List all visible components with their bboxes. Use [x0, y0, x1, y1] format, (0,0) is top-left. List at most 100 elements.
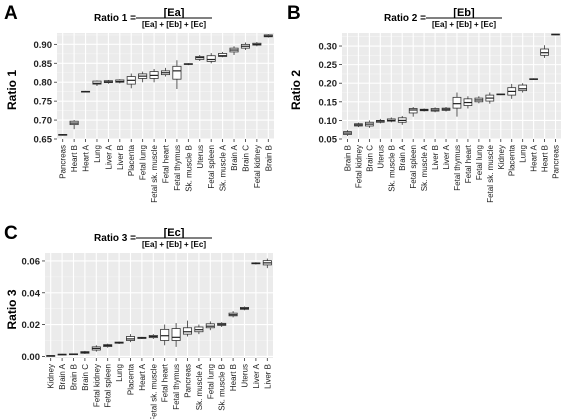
x-tick-label: Lung [93, 145, 102, 163]
box-kidney [46, 355, 56, 357]
y-tick-label: 0.80 [34, 78, 53, 89]
box-heart-b [540, 45, 549, 58]
box-liver-b [115, 79, 125, 84]
box-iqr [171, 328, 181, 341]
box-fetal-sk-muscle [149, 68, 159, 83]
box-uterus [375, 118, 385, 124]
box-iqr [160, 328, 170, 341]
box-fetal-heart [160, 67, 171, 77]
box-lung [92, 80, 102, 86]
title-denominator: [Ea] + [Eb] + [Ec] [432, 20, 496, 29]
box-placenta [507, 83, 517, 99]
x-tick-label: Fetal kidney [253, 145, 262, 188]
box-fetal-lung [205, 321, 215, 331]
x-tick-label: Sk. muscle A [195, 363, 204, 410]
box-iqr [172, 65, 182, 80]
x-tick-label: Liver B [116, 145, 125, 170]
x-tick-label: Fetal thymus [172, 364, 181, 410]
box-liver-b [430, 107, 440, 113]
box-iqr [92, 80, 102, 85]
x-tick-label: Liver B [431, 145, 440, 170]
box-pancreas [551, 33, 560, 36]
box-fetal-heart [160, 324, 170, 346]
box-fetal-thymus [171, 323, 181, 347]
box-brain-a [57, 353, 67, 356]
box-brain-a [397, 115, 407, 125]
x-tick-label: Sk. muscle A [219, 144, 228, 191]
chart-title: Ratio 1 = [Ea][Ea] + [Eb] + [Ec] [94, 7, 212, 29]
box-brain-c [365, 120, 374, 128]
box-fetal-kidney [252, 42, 262, 47]
box-fetal-spleen [408, 107, 418, 117]
x-tick-label: Brain C [365, 145, 374, 172]
box-pancreas [58, 134, 68, 136]
y-tick-label: 0.70 [34, 116, 53, 127]
y-tick-label: 0.15 [319, 97, 338, 108]
x-tick-label: Pancreas [184, 364, 193, 398]
chart-panel-a: A Ratio 1 = [Ea][Ea] + [Eb] + [Ec] 0.65 0.70… [4, 3, 274, 203]
x-tick-label: Liver B [263, 364, 272, 389]
x-tick-label: Sk. muscle B [387, 145, 396, 192]
box-iqr [452, 96, 462, 109]
chart-panel-b: B Ratio 2 = [Eb][Ea] + [Eb] + [Ec] 0.05 0.10… [287, 3, 561, 203]
x-tick-label: Fetal heart [161, 363, 170, 402]
box-liver-a [103, 79, 113, 84]
x-tick-label: Fetal sk. muscle [149, 363, 158, 419]
x-tick-label: Lung [115, 364, 124, 382]
y-tick-label: 0.05 [319, 135, 338, 146]
box-heart-a [81, 90, 91, 93]
box-liver-a [251, 262, 261, 265]
y-tick-label: 0.10 [319, 116, 338, 127]
box-iqr [182, 327, 193, 335]
x-tick-label: Brain A [58, 363, 67, 389]
x-tick-label: Kidney [47, 364, 56, 388]
x-tick-label: Brain A [230, 144, 239, 170]
x-tick-label: Fetal thymus [453, 145, 462, 191]
box-brain-c [240, 42, 250, 51]
x-tick-label: Uterus [376, 145, 385, 169]
box-lung [518, 83, 528, 93]
chart-title: Ratio 2 = [Eb][Ea] + [Eb] + [Ec] [384, 7, 502, 29]
plot-area [45, 253, 273, 358]
panel-label: B [287, 3, 301, 24]
box-brain-b [68, 353, 79, 356]
y-tick-label: 0.85 [34, 59, 53, 70]
x-tick-label: Fetal thymus [173, 145, 182, 191]
x-tick-label: Brain C [81, 364, 90, 391]
box-fetal-kidney [91, 345, 101, 352]
box-sk-muscle-a [419, 108, 429, 112]
panel-label: C [4, 223, 18, 244]
x-tick-label: Fetal kidney [354, 145, 363, 188]
box-kidney [496, 93, 506, 96]
x-tick-label: Brain B [70, 364, 79, 390]
x-tick-label: Fetal spleen [409, 145, 418, 189]
box-pancreas [182, 320, 193, 337]
x-tick-label: Heart A [82, 144, 91, 171]
box-fetal-lung [138, 71, 148, 83]
title-prefix: Ratio 3 = [94, 233, 136, 244]
y-tick-label: 0.20 [319, 79, 338, 90]
x-tick-label: Heart B [229, 364, 238, 391]
plot-area [342, 33, 561, 139]
x-tick-label: Fetal heart [162, 144, 171, 183]
x-tick-label: Pancreas [59, 145, 68, 179]
box-sk-muscle-a [194, 324, 204, 335]
box-liver-a [441, 107, 451, 112]
x-tick-label: Fetal spleen [104, 364, 113, 408]
box-fetal-heart [463, 96, 473, 109]
title-numerator: [Ea] [164, 7, 185, 19]
x-tick-label: Heart A [530, 144, 539, 171]
title-denominator: [Ea] + [Eb] + [Ec] [142, 240, 206, 249]
x-tick-label: Fetal heart [464, 144, 473, 183]
x-tick-label: Fetal sk. muscle [150, 144, 159, 202]
box-liver-b [262, 258, 272, 269]
x-tick-label: Placenta [508, 144, 517, 176]
x-tick-label: Sk. muscle B [218, 364, 227, 411]
x-tick-label: Liver A [442, 144, 451, 169]
box-sk-muscle-a [218, 51, 228, 58]
title-denominator: [Ea] + [Eb] + [Ec] [142, 20, 206, 29]
box-fetal-kidney [354, 122, 363, 128]
y-tick-label: 0.06 [22, 256, 41, 267]
y-axis-label: Ratio 2 [289, 70, 303, 110]
